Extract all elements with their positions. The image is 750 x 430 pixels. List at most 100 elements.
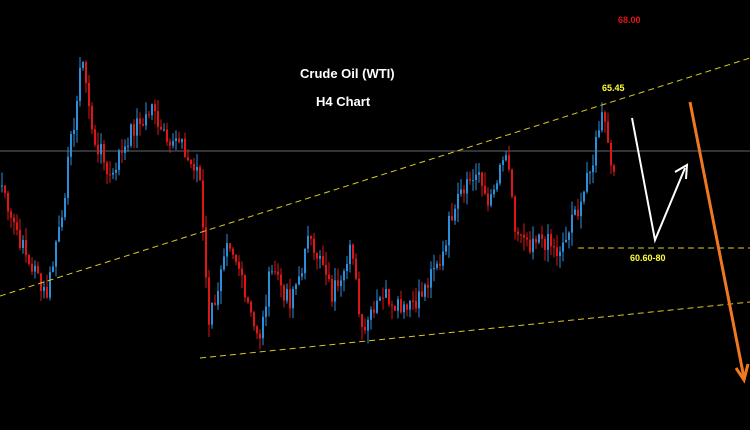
candle-body — [352, 244, 354, 259]
candle-body — [517, 231, 519, 235]
candle-body — [460, 189, 462, 194]
candle-body — [259, 333, 261, 339]
candle-body — [28, 255, 30, 264]
candle-body — [232, 248, 234, 255]
candle-body — [346, 263, 348, 272]
candle-body — [448, 215, 450, 246]
candle-body — [604, 112, 606, 122]
candle-body — [553, 246, 555, 248]
candle-body — [268, 271, 270, 307]
candle-body — [307, 235, 309, 249]
candle-body — [166, 129, 168, 142]
candle-body — [49, 271, 51, 298]
candle-body — [1, 185, 3, 187]
candle-body — [13, 217, 15, 223]
candle-body — [508, 155, 510, 170]
candle-body — [34, 265, 36, 272]
candle-body — [310, 235, 312, 239]
candle-body — [529, 239, 531, 253]
candle-body — [292, 288, 294, 309]
candle-body — [145, 114, 147, 126]
candle-body — [457, 193, 459, 209]
candle-body — [241, 268, 243, 276]
candle-body — [382, 297, 384, 299]
candle-body — [202, 180, 204, 228]
candle-body — [187, 157, 189, 161]
candle-body — [61, 217, 63, 228]
candle-body — [118, 150, 120, 171]
lower-trendline — [199, 301, 750, 359]
candle-body — [238, 261, 240, 269]
candle-body — [454, 208, 456, 221]
upper-target-label: 68.00 — [618, 15, 641, 25]
candle-body — [124, 146, 126, 153]
candle-body — [469, 179, 471, 181]
candle-body — [178, 138, 180, 143]
candle-body — [409, 300, 411, 310]
candle-body — [358, 278, 360, 314]
candle-body — [334, 280, 336, 302]
candle-body — [91, 106, 93, 130]
candle-body — [97, 144, 99, 155]
candle-body — [37, 265, 39, 274]
candle-body — [172, 141, 174, 146]
candle-body — [205, 227, 207, 278]
candle-body — [367, 319, 369, 331]
candle-body — [355, 258, 357, 279]
candle-body — [160, 126, 162, 130]
candle-body — [601, 112, 603, 131]
candle-body — [445, 245, 447, 252]
candle-body — [550, 233, 552, 247]
candle-body — [298, 276, 300, 285]
candle-body — [376, 300, 378, 313]
candle-body — [547, 233, 549, 250]
candle-body — [451, 215, 453, 221]
candle-body — [229, 243, 231, 249]
candle-body — [88, 82, 90, 107]
candle-body — [439, 263, 441, 266]
candle-body — [349, 244, 351, 264]
candle-body — [484, 185, 486, 194]
candle-body — [181, 138, 183, 143]
upper-trendline — [0, 57, 750, 297]
candle-body — [499, 164, 501, 184]
candle-body — [256, 326, 258, 334]
candle-body — [7, 192, 9, 212]
candle-body — [370, 309, 372, 320]
candle-body — [217, 290, 219, 305]
candle-body — [175, 138, 177, 142]
candle-body — [577, 209, 579, 217]
candle-body — [247, 297, 249, 303]
candle-body — [442, 251, 444, 266]
candle-body — [79, 67, 81, 101]
candle-body — [73, 129, 75, 135]
candle-body — [94, 129, 96, 145]
candle-body — [421, 291, 423, 297]
candle-body — [169, 141, 171, 146]
bearish-path-arrow — [688, 101, 746, 379]
candle-body — [280, 274, 282, 286]
candle-body — [379, 297, 381, 301]
candle-body — [214, 302, 216, 305]
candle-body — [607, 121, 609, 143]
candle-body — [142, 123, 144, 126]
candle-body — [265, 306, 267, 317]
candle-body — [133, 124, 135, 136]
candle-body — [67, 156, 69, 198]
candle-body — [220, 269, 222, 291]
candle-body — [463, 189, 465, 194]
candle-body — [538, 234, 540, 243]
candle-body — [112, 172, 114, 175]
candle-body — [151, 104, 153, 116]
candle-body — [130, 124, 132, 146]
candle-body — [583, 191, 585, 202]
candle-body — [40, 273, 42, 291]
candle-body — [208, 277, 210, 325]
candle-body — [154, 104, 156, 112]
candle-body — [244, 275, 246, 298]
candle-body — [253, 312, 255, 327]
candle-body — [427, 284, 429, 288]
candle-body — [397, 299, 399, 311]
candle-body — [373, 309, 375, 313]
